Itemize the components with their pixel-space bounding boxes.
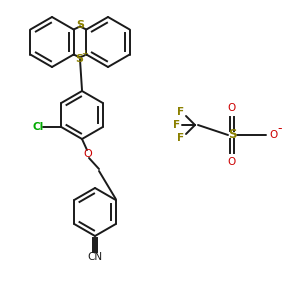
Text: F: F xyxy=(177,133,184,143)
Text: CN: CN xyxy=(87,252,103,262)
Text: F: F xyxy=(177,107,184,117)
Text: +: + xyxy=(82,49,88,58)
Text: S: S xyxy=(76,20,84,31)
Text: O: O xyxy=(228,157,236,167)
Text: S: S xyxy=(75,53,83,64)
Text: -: - xyxy=(278,122,282,136)
Text: F: F xyxy=(173,120,181,130)
Text: O: O xyxy=(228,103,236,113)
Text: Cl: Cl xyxy=(33,122,44,132)
Text: O: O xyxy=(84,149,92,159)
Text: S: S xyxy=(228,128,236,142)
Text: O: O xyxy=(269,130,277,140)
